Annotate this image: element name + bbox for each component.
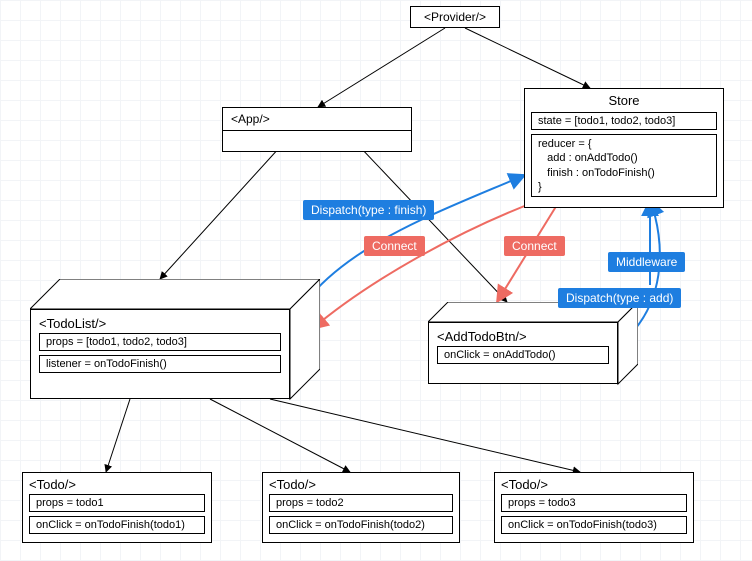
node-todo-1: <Todo/> props = todo1 onClick = onTodoFi… bbox=[22, 472, 212, 543]
node-app-label: <App/> bbox=[231, 112, 270, 126]
todo3-onclick: onClick = onTodoFinish(todo3) bbox=[501, 516, 687, 534]
store-state: state = [todo1, todo2, todo3] bbox=[531, 112, 717, 130]
todo1-onclick: onClick = onTodoFinish(todo1) bbox=[29, 516, 205, 534]
todo1-props: props = todo1 bbox=[29, 494, 205, 512]
todolist-props: props = [todo1, todo2, todo3] bbox=[39, 333, 281, 351]
node-todo-1-label: <Todo/> bbox=[29, 477, 76, 492]
node-todolist-label: <TodoList/> bbox=[39, 316, 106, 331]
node-todo-2-label: <Todo/> bbox=[269, 477, 316, 492]
tag-connect-right-text: Connect bbox=[512, 239, 557, 253]
node-provider: <Provider/> bbox=[410, 6, 500, 28]
node-todo-2: <Todo/> props = todo2 onClick = onTodoFi… bbox=[262, 472, 460, 543]
store-reducer: reducer = { add : onAddTodo() finish : o… bbox=[531, 134, 717, 197]
tag-connect-left: Connect bbox=[364, 236, 425, 256]
tag-dispatch-finish: Dispatch(type : finish) bbox=[303, 200, 434, 220]
node-todo-3-label: <Todo/> bbox=[501, 477, 548, 492]
node-todolist: <TodoList/> props = [todo1, todo2, todo3… bbox=[30, 279, 320, 429]
node-todo-3: <Todo/> props = todo3 onClick = onTodoFi… bbox=[494, 472, 694, 543]
todo2-onclick: onClick = onTodoFinish(todo2) bbox=[269, 516, 453, 534]
node-app: <App/> bbox=[222, 107, 412, 152]
node-addtodobtn: <AddTodoBtn/> onClick = onAddTodo() bbox=[428, 302, 638, 402]
addtodo-onclick: onClick = onAddTodo() bbox=[437, 346, 609, 364]
todolist-listener: listener = onTodoFinish() bbox=[39, 355, 281, 373]
tag-dispatch-add: Dispatch(type : add) bbox=[558, 288, 681, 308]
node-provider-label: <Provider/> bbox=[424, 10, 486, 24]
tag-connect-left-text: Connect bbox=[372, 239, 417, 253]
todo2-props: props = todo2 bbox=[269, 494, 453, 512]
node-store: Store state = [todo1, todo2, todo3] redu… bbox=[524, 88, 724, 208]
tag-dispatch-finish-text: Dispatch(type : finish) bbox=[311, 203, 426, 217]
todo3-props: props = todo3 bbox=[501, 494, 687, 512]
tag-middleware: Middleware bbox=[608, 252, 685, 272]
tag-dispatch-add-text: Dispatch(type : add) bbox=[566, 291, 673, 305]
tag-connect-right: Connect bbox=[504, 236, 565, 256]
node-store-label: Store bbox=[608, 93, 639, 108]
node-addtodobtn-label: <AddTodoBtn/> bbox=[437, 329, 527, 344]
tag-middleware-text: Middleware bbox=[616, 255, 677, 269]
